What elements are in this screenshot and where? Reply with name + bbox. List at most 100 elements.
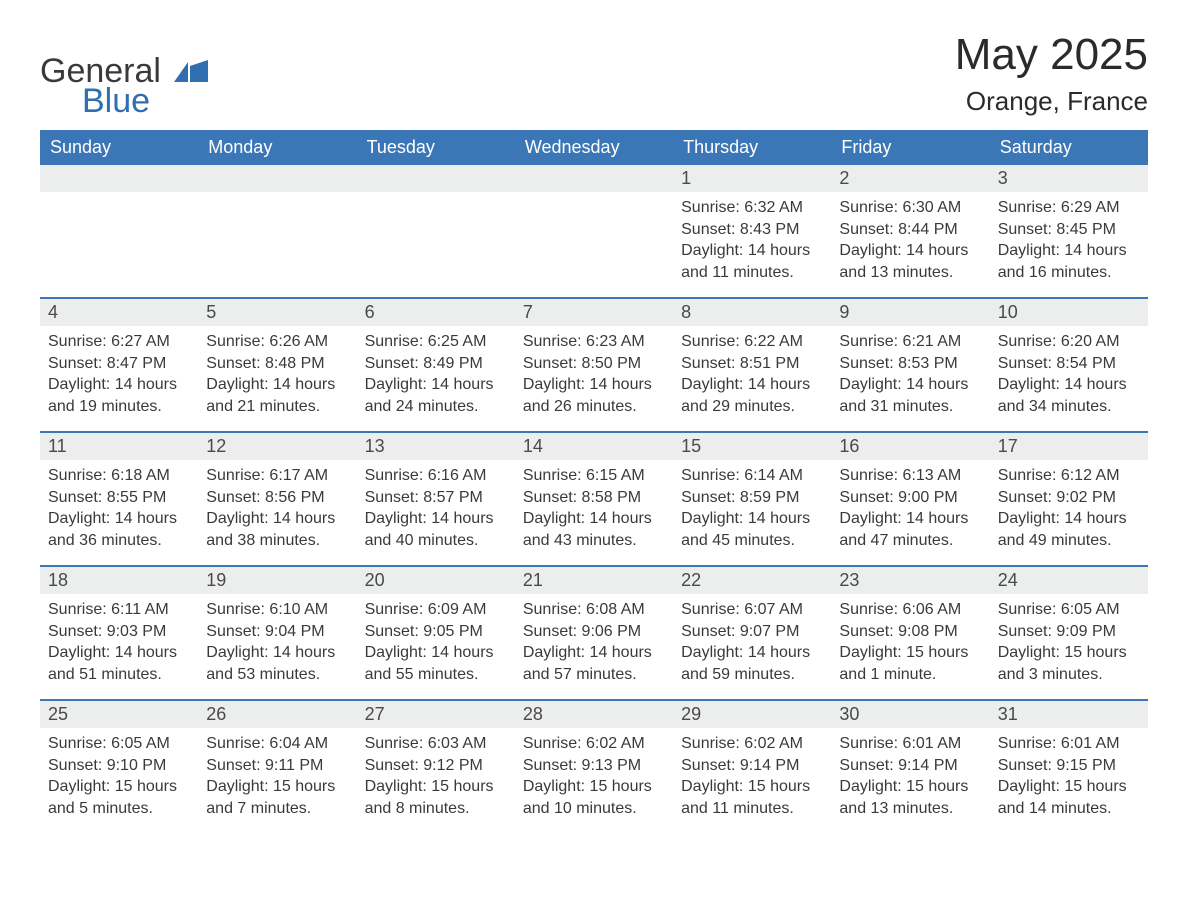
cell-body: Sunrise: 6:10 AMSunset: 9:04 PMDaylight:…	[198, 594, 356, 693]
sunrise-text: Sunrise: 6:32 AM	[681, 197, 823, 219]
calendar-cell: 20Sunrise: 6:09 AMSunset: 9:05 PMDayligh…	[357, 567, 515, 699]
sunset-text: Sunset: 8:57 PM	[365, 487, 507, 509]
day-header: Monday	[198, 130, 356, 165]
daylight-text: Daylight: 15 hours and 10 minutes.	[523, 776, 665, 819]
cell-body: Sunrise: 6:01 AMSunset: 9:14 PMDaylight:…	[831, 728, 989, 827]
day-number: 26	[198, 701, 356, 728]
sunset-text: Sunset: 9:14 PM	[681, 755, 823, 777]
day-number	[515, 165, 673, 192]
day-number: 21	[515, 567, 673, 594]
day-number: 14	[515, 433, 673, 460]
sunset-text: Sunset: 9:10 PM	[48, 755, 190, 777]
sunset-text: Sunset: 9:13 PM	[523, 755, 665, 777]
calendar-cell: 24Sunrise: 6:05 AMSunset: 9:09 PMDayligh…	[990, 567, 1148, 699]
daylight-text: Daylight: 14 hours and 51 minutes.	[48, 642, 190, 685]
daylight-text: Daylight: 14 hours and 34 minutes.	[998, 374, 1140, 417]
calendar-cell: 17Sunrise: 6:12 AMSunset: 9:02 PMDayligh…	[990, 433, 1148, 565]
cell-body: Sunrise: 6:13 AMSunset: 9:00 PMDaylight:…	[831, 460, 989, 559]
calendar-cell: 23Sunrise: 6:06 AMSunset: 9:08 PMDayligh…	[831, 567, 989, 699]
logo-flag-icon	[174, 52, 208, 90]
sunset-text: Sunset: 8:48 PM	[206, 353, 348, 375]
day-number: 25	[40, 701, 198, 728]
sunrise-text: Sunrise: 6:13 AM	[839, 465, 981, 487]
sunset-text: Sunset: 9:15 PM	[998, 755, 1140, 777]
day-number: 10	[990, 299, 1148, 326]
sunrise-text: Sunrise: 6:20 AM	[998, 331, 1140, 353]
sunset-text: Sunset: 8:50 PM	[523, 353, 665, 375]
daylight-text: Daylight: 14 hours and 47 minutes.	[839, 508, 981, 551]
daylight-text: Daylight: 14 hours and 43 minutes.	[523, 508, 665, 551]
sunrise-text: Sunrise: 6:05 AM	[998, 599, 1140, 621]
day-number: 17	[990, 433, 1148, 460]
week-row: 11Sunrise: 6:18 AMSunset: 8:55 PMDayligh…	[40, 431, 1148, 565]
day-number: 19	[198, 567, 356, 594]
daylight-text: Daylight: 14 hours and 24 minutes.	[365, 374, 507, 417]
calendar-cell: 6Sunrise: 6:25 AMSunset: 8:49 PMDaylight…	[357, 299, 515, 431]
calendar-cell: 28Sunrise: 6:02 AMSunset: 9:13 PMDayligh…	[515, 701, 673, 833]
sunset-text: Sunset: 8:56 PM	[206, 487, 348, 509]
daylight-text: Daylight: 15 hours and 1 minute.	[839, 642, 981, 685]
week-row: 1Sunrise: 6:32 AMSunset: 8:43 PMDaylight…	[40, 165, 1148, 297]
sunset-text: Sunset: 8:59 PM	[681, 487, 823, 509]
day-number	[198, 165, 356, 192]
day-number: 8	[673, 299, 831, 326]
cell-body: Sunrise: 6:05 AMSunset: 9:09 PMDaylight:…	[990, 594, 1148, 693]
day-number: 2	[831, 165, 989, 192]
day-number: 11	[40, 433, 198, 460]
day-header: Sunday	[40, 130, 198, 165]
day-header: Saturday	[990, 130, 1148, 165]
cell-body: Sunrise: 6:08 AMSunset: 9:06 PMDaylight:…	[515, 594, 673, 693]
day-number: 7	[515, 299, 673, 326]
sunset-text: Sunset: 9:08 PM	[839, 621, 981, 643]
cell-body: Sunrise: 6:32 AMSunset: 8:43 PMDaylight:…	[673, 192, 831, 291]
sunset-text: Sunset: 9:00 PM	[839, 487, 981, 509]
cell-body: Sunrise: 6:06 AMSunset: 9:08 PMDaylight:…	[831, 594, 989, 693]
daylight-text: Daylight: 14 hours and 59 minutes.	[681, 642, 823, 685]
daylight-text: Daylight: 15 hours and 11 minutes.	[681, 776, 823, 819]
cell-body: Sunrise: 6:09 AMSunset: 9:05 PMDaylight:…	[357, 594, 515, 693]
cell-body: Sunrise: 6:27 AMSunset: 8:47 PMDaylight:…	[40, 326, 198, 425]
daylight-text: Daylight: 14 hours and 11 minutes.	[681, 240, 823, 283]
calendar-cell: 10 Sunrise: 6:20 AMSunset: 8:54 PMDayligh…	[990, 299, 1148, 431]
day-number: 9	[831, 299, 989, 326]
calendar-cell: 13Sunrise: 6:16 AMSunset: 8:57 PMDayligh…	[357, 433, 515, 565]
cell-body: Sunrise: 6:05 AMSunset: 9:10 PMDaylight:…	[40, 728, 198, 827]
day-number: 20	[357, 567, 515, 594]
calendar-cell: 5Sunrise: 6:26 AMSunset: 8:48 PMDaylight…	[198, 299, 356, 431]
day-number: 16	[831, 433, 989, 460]
calendar-cell: 4Sunrise: 6:27 AMSunset: 8:47 PMDaylight…	[40, 299, 198, 431]
sunset-text: Sunset: 9:12 PM	[365, 755, 507, 777]
sunrise-text: Sunrise: 6:25 AM	[365, 331, 507, 353]
daylight-text: Daylight: 15 hours and 14 minutes.	[998, 776, 1140, 819]
cell-body: Sunrise: 6:23 AMSunset: 8:50 PMDaylight:…	[515, 326, 673, 425]
day-header-row: Sunday Monday Tuesday Wednesday Thursday…	[40, 130, 1148, 165]
calendar-cell: 9Sunrise: 6:21 AMSunset: 8:53 PMDaylight…	[831, 299, 989, 431]
sunset-text: Sunset: 8:43 PM	[681, 219, 823, 241]
week-row: 25Sunrise: 6:05 AMSunset: 9:10 PMDayligh…	[40, 699, 1148, 833]
day-number: 5	[198, 299, 356, 326]
daylight-text: Daylight: 14 hours and 49 minutes.	[998, 508, 1140, 551]
day-header: Wednesday	[515, 130, 673, 165]
sunrise-text: Sunrise: 6:04 AM	[206, 733, 348, 755]
sunset-text: Sunset: 8:54 PM	[998, 353, 1140, 375]
sunrise-text: Sunrise: 6:21 AM	[839, 331, 981, 353]
sunrise-text: Sunrise: 6:29 AM	[998, 197, 1140, 219]
sunset-text: Sunset: 9:11 PM	[206, 755, 348, 777]
calendar-cell: 26Sunrise: 6:04 AMSunset: 9:11 PMDayligh…	[198, 701, 356, 833]
daylight-text: Daylight: 14 hours and 31 minutes.	[839, 374, 981, 417]
calendar-cell: 15Sunrise: 6:14 AMSunset: 8:59 PMDayligh…	[673, 433, 831, 565]
sunset-text: Sunset: 9:05 PM	[365, 621, 507, 643]
sunset-text: Sunset: 8:58 PM	[523, 487, 665, 509]
calendar-cell: 18Sunrise: 6:11 AMSunset: 9:03 PMDayligh…	[40, 567, 198, 699]
calendar-cell: 11Sunrise: 6:18 AMSunset: 8:55 PMDayligh…	[40, 433, 198, 565]
cell-body: Sunrise: 6:18 AMSunset: 8:55 PMDaylight:…	[40, 460, 198, 559]
sunset-text: Sunset: 8:44 PM	[839, 219, 981, 241]
cell-body: Sunrise: 6:07 AMSunset: 9:07 PMDaylight:…	[673, 594, 831, 693]
sunset-text: Sunset: 9:14 PM	[839, 755, 981, 777]
sunrise-text: Sunrise: 6:06 AM	[839, 599, 981, 621]
sunrise-text: Sunrise: 6:27 AM	[48, 331, 190, 353]
day-number: 6	[357, 299, 515, 326]
header: General Blue May 2025 Orange, France	[40, 30, 1148, 118]
cell-body: Sunrise: 6:22 AMSunset: 8:51 PMDaylight:…	[673, 326, 831, 425]
daylight-text: Daylight: 14 hours and 19 minutes.	[48, 374, 190, 417]
